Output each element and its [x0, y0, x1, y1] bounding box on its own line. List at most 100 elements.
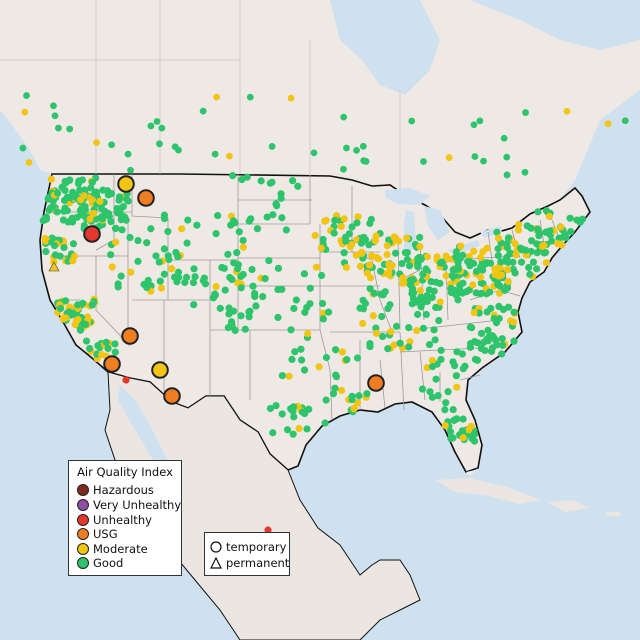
monitor-point[interactable]	[469, 281, 477, 289]
monitor-point[interactable]	[503, 265, 512, 274]
monitor-point[interactable]	[483, 244, 491, 252]
monitor-point[interactable]	[319, 235, 327, 244]
monitor-point[interactable]	[108, 263, 116, 271]
monitor-point[interactable]	[155, 258, 163, 266]
monitor-point[interactable]	[458, 427, 467, 435]
monitor-point[interactable]	[303, 303, 311, 312]
monitor-point[interactable]	[509, 318, 518, 326]
monitor-point[interactable]	[134, 236, 142, 245]
temporary-monitor-point[interactable]	[137, 189, 155, 207]
monitor-point[interactable]	[102, 338, 110, 346]
monitor-point[interactable]	[118, 226, 126, 234]
monitor-point[interactable]	[171, 143, 179, 151]
monitor-point[interactable]	[113, 204, 121, 213]
monitor-point[interactable]	[343, 144, 350, 152]
monitor-point[interactable]	[224, 323, 232, 332]
monitor-point[interactable]	[494, 234, 503, 242]
monitor-point[interactable]	[97, 214, 106, 222]
monitor-point[interactable]	[471, 153, 479, 160]
monitor-point[interactable]	[359, 142, 367, 150]
monitor-point[interactable]	[21, 108, 29, 116]
monitor-point[interactable]	[301, 409, 309, 418]
monitor-point[interactable]	[225, 310, 233, 318]
monitor-point[interactable]	[212, 230, 220, 238]
monitor-point[interactable]	[337, 222, 345, 230]
monitor-point[interactable]	[252, 302, 260, 310]
monitor-point[interactable]	[343, 356, 351, 364]
monitor-point[interactable]	[525, 263, 533, 272]
monitor-point[interactable]	[470, 247, 478, 255]
monitor-point[interactable]	[115, 193, 124, 201]
monitor-point[interactable]	[88, 196, 96, 204]
monitor-point[interactable]	[372, 329, 381, 337]
monitor-point[interactable]	[164, 252, 172, 260]
monitor-point[interactable]	[239, 270, 247, 279]
monitor-point[interactable]	[50, 241, 59, 250]
monitor-point[interactable]	[23, 92, 30, 99]
monitor-point[interactable]	[268, 143, 276, 150]
monitor-point[interactable]	[453, 348, 461, 356]
monitor-point[interactable]	[71, 191, 80, 199]
monitor-point[interactable]	[534, 225, 542, 233]
monitor-point[interactable]	[120, 213, 129, 221]
monitor-point[interactable]	[504, 277, 512, 286]
monitor-point[interactable]	[416, 242, 424, 251]
monitor-point[interactable]	[319, 315, 327, 323]
monitor-point[interactable]	[384, 345, 392, 353]
monitor-point[interactable]	[285, 372, 293, 380]
monitor-point[interactable]	[319, 309, 327, 317]
monitor-point[interactable]	[437, 346, 445, 354]
monitor-point[interactable]	[470, 308, 478, 317]
monitor-point[interactable]	[60, 207, 68, 215]
monitor-point[interactable]	[425, 340, 434, 349]
monitor-point[interactable]	[266, 404, 275, 413]
monitor-point[interactable]	[340, 165, 347, 173]
monitor-point[interactable]	[473, 339, 481, 347]
monitor-point[interactable]	[384, 304, 392, 313]
monitor-point[interactable]	[45, 206, 53, 214]
monitor-point[interactable]	[379, 332, 387, 341]
monitor-point[interactable]	[487, 304, 495, 312]
monitor-point[interactable]	[278, 410, 286, 418]
monitor-point[interactable]	[442, 399, 450, 407]
monitor-point[interactable]	[621, 117, 629, 125]
monitor-point[interactable]	[432, 375, 440, 383]
monitor-point[interactable]	[245, 217, 253, 225]
monitor-point[interactable]	[428, 356, 436, 365]
monitor-point[interactable]	[378, 312, 386, 321]
monitor-point[interactable]	[274, 264, 283, 272]
monitor-point[interactable]	[253, 225, 262, 233]
monitor-point[interactable]	[430, 326, 438, 334]
monitor-point[interactable]	[449, 405, 457, 414]
monitor-point[interactable]	[444, 388, 452, 396]
monitor-point[interactable]	[453, 383, 461, 391]
monitor-point[interactable]	[190, 265, 198, 273]
monitor-point[interactable]	[62, 314, 70, 322]
monitor-point[interactable]	[331, 216, 339, 224]
monitor-point[interactable]	[184, 216, 192, 224]
monitor-point[interactable]	[458, 350, 466, 358]
monitor-point[interactable]	[54, 189, 62, 197]
monitor-point[interactable]	[383, 242, 391, 250]
monitor-point[interactable]	[265, 256, 273, 265]
monitor-point[interactable]	[164, 227, 172, 236]
monitor-point[interactable]	[504, 234, 513, 242]
monitor-point[interactable]	[238, 175, 246, 184]
monitor-point[interactable]	[251, 289, 259, 298]
monitor-point[interactable]	[243, 173, 251, 181]
monitor-point[interactable]	[178, 225, 186, 233]
monitor-point[interactable]	[127, 268, 135, 276]
monitor-point[interactable]	[425, 286, 433, 294]
monitor-point[interactable]	[528, 237, 536, 245]
monitor-point[interactable]	[511, 240, 519, 248]
monitor-point[interactable]	[322, 216, 330, 224]
monitor-point[interactable]	[494, 245, 502, 253]
monitor-point[interactable]	[342, 263, 351, 272]
monitor-point[interactable]	[211, 150, 219, 158]
monitor-point[interactable]	[358, 249, 366, 258]
monitor-point[interactable]	[290, 304, 298, 313]
monitor-point[interactable]	[329, 390, 338, 398]
monitor-point[interactable]	[392, 322, 401, 330]
monitor-point[interactable]	[495, 302, 503, 310]
monitor-point[interactable]	[190, 301, 198, 309]
